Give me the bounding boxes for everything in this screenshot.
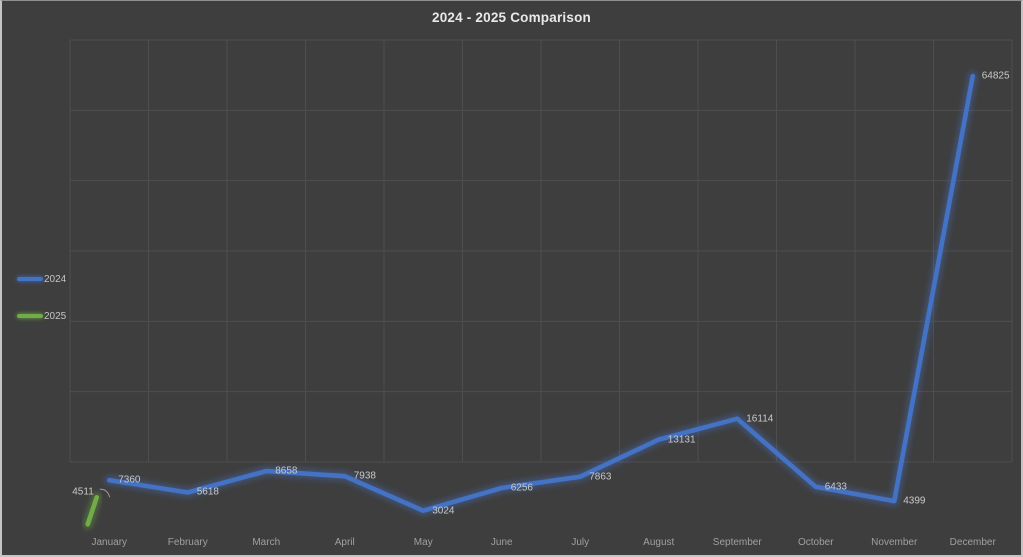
legend: 2024 2025 xyxy=(17,270,66,344)
series-lines xyxy=(82,71,978,530)
chart-title: 2024 - 2025 Comparison xyxy=(432,10,591,25)
legend-item-2024: 2024 xyxy=(17,270,66,288)
legend-label-2025: 2025 xyxy=(44,310,67,322)
legend-swatch-2024 xyxy=(17,277,43,281)
series-line-2024 xyxy=(106,73,976,514)
legend-swatch-2025 xyxy=(17,314,43,318)
gridlines xyxy=(69,39,1013,463)
legend-item-2025: 2025 xyxy=(17,307,66,325)
label-leader-line xyxy=(99,488,111,498)
legend-label-2024: 2024 xyxy=(44,273,67,285)
series-line-2025 xyxy=(85,494,100,527)
